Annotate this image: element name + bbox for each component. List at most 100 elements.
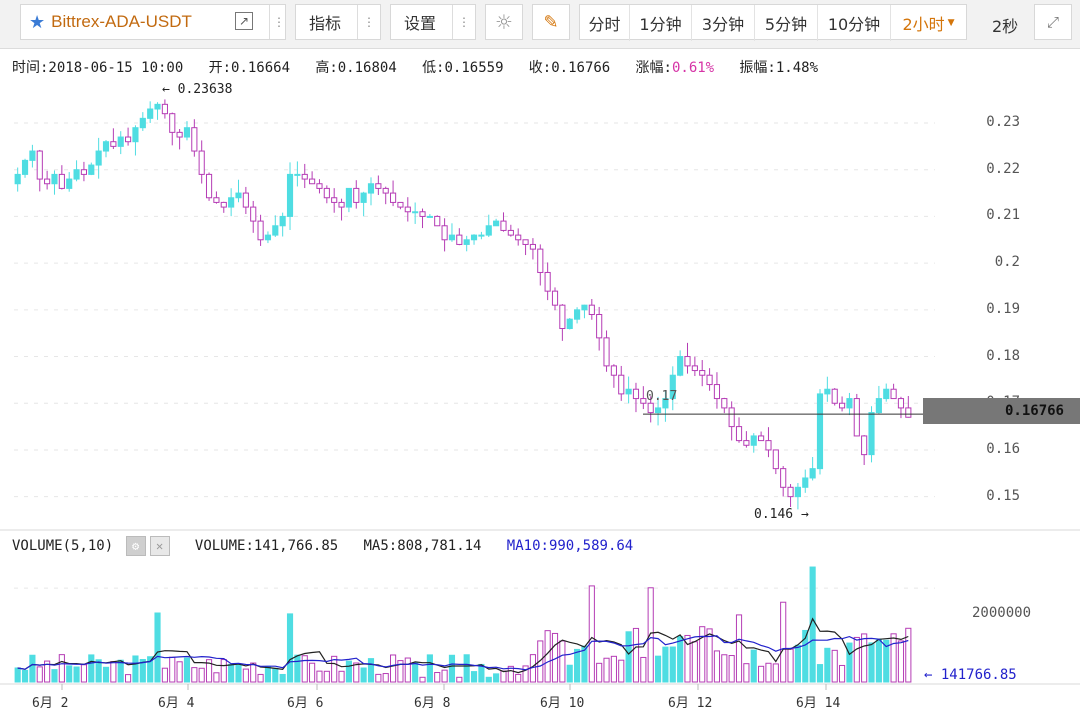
fullscreen-icon[interactable]: ⤢ [1034, 4, 1072, 40]
refresh-interval[interactable]: 2秒 [992, 17, 1019, 36]
gear-icon[interactable]: ⚙ [125, 536, 146, 556]
volume-bar [691, 641, 698, 683]
settings-label: 设置 [403, 14, 436, 33]
volume-bar [654, 655, 662, 683]
volume-bar [662, 646, 669, 683]
info-amplitude: 振幅:1.48% [739, 60, 818, 76]
volume-bar [21, 669, 29, 683]
candle-body [44, 178, 51, 185]
candle-body [522, 239, 529, 245]
settings-button[interactable]: 设置 ⋮ [390, 4, 476, 40]
volume-bar [890, 633, 897, 683]
volume-bar [14, 667, 21, 683]
candle-body [603, 337, 610, 367]
volume-bar [603, 657, 610, 683]
tab-fenshi[interactable]: 分时 [580, 5, 630, 41]
volume-bar [191, 667, 198, 683]
volume-bar [728, 655, 735, 683]
candle-body [831, 388, 838, 404]
candle-body [500, 220, 507, 231]
volume-bar [824, 647, 831, 683]
candle-body [647, 402, 654, 414]
tab-10min[interactable]: 10分钟 [818, 5, 891, 41]
volume-bar [610, 655, 617, 683]
volume-title: VOLUME(5,10) [12, 538, 114, 554]
candle-body [250, 206, 257, 222]
volume-bar [250, 662, 257, 683]
indicator-button[interactable]: 指标 ⋮ [295, 4, 381, 40]
volume-bar [699, 626, 706, 683]
volume-bar [669, 646, 676, 683]
volume-bar [780, 601, 787, 683]
info-close: 收:0.16766 [528, 60, 611, 76]
candle-body [684, 356, 691, 367]
volume-bar [478, 663, 485, 683]
candle-body [780, 468, 787, 488]
info-open: 开:0.16664 [208, 60, 291, 76]
candle-body [213, 197, 220, 203]
candle-body [183, 127, 191, 138]
tab-1min[interactable]: 1分钟 [630, 5, 692, 41]
volume-bar [419, 676, 426, 683]
info-change-value: 0.61% [671, 60, 715, 76]
close-icon[interactable]: ✕ [149, 536, 170, 556]
volume-bar [816, 664, 824, 683]
symbol-selector[interactable]: ★ Bittrex-ADA-USDT ↗ ⋮ [20, 4, 286, 40]
volume-bar [360, 667, 367, 683]
candle-body [559, 304, 566, 330]
volume-bar [559, 640, 566, 683]
volume-bar [110, 661, 117, 683]
volume-bar [228, 663, 235, 683]
current-volume-label: ← 141766.85 [924, 667, 1017, 683]
candle-body [794, 486, 801, 498]
volume-bar [632, 627, 640, 683]
volume-bar [117, 659, 124, 683]
candle-body [95, 150, 102, 166]
candle-body [21, 159, 29, 175]
candle-body [699, 370, 706, 376]
volume-bar [522, 665, 529, 683]
candle-body [485, 225, 492, 236]
candle-body [191, 127, 198, 152]
pencil-icon[interactable]: ✎ [532, 4, 570, 40]
volume-bar [80, 664, 88, 683]
candle-body [470, 234, 478, 241]
star-icon[interactable]: ★ [29, 11, 46, 33]
tab-5min[interactable]: 5分钟 [755, 5, 818, 41]
volume-bar [875, 638, 882, 683]
info-change-label: 涨幅: [635, 60, 672, 76]
current-price-label: 0.16766 [923, 398, 1080, 424]
candle-body [905, 407, 912, 418]
volume-bar [529, 654, 537, 683]
volume-bar [500, 670, 507, 683]
external-link-icon[interactable]: ↗ [235, 12, 253, 30]
volume-bar [846, 642, 853, 683]
candle-body [66, 178, 73, 189]
candle-body [875, 398, 882, 414]
candle-body [441, 225, 448, 241]
volume-bar [772, 663, 779, 683]
volume-bar [353, 662, 360, 683]
volume-bar [242, 668, 249, 683]
volume-bar [588, 585, 595, 683]
candle-body [286, 173, 294, 217]
volume-bar [412, 662, 419, 683]
volume-bar [640, 656, 647, 683]
more-dots-icon[interactable]: ⋮ [452, 5, 475, 39]
dropdown-arrow-icon: ▼ [947, 18, 955, 28]
time-tick-label: 6月 4 [158, 696, 195, 711]
tab-3min[interactable]: 3分钟 [692, 5, 755, 41]
volume-bar [169, 656, 176, 683]
candle-body [897, 398, 905, 409]
tab-2h[interactable]: 2小时 ▼ [891, 5, 966, 41]
more-dots-icon[interactable]: ⋮ [269, 5, 288, 39]
candle-body [515, 234, 522, 241]
candle-body [537, 248, 544, 273]
candle-body [721, 398, 728, 409]
more-dots-icon[interactable]: ⋮ [357, 5, 380, 39]
candle-body [868, 412, 875, 456]
candle-body [463, 239, 470, 245]
candle-body [147, 108, 154, 119]
sun-icon[interactable]: ☼ [485, 4, 523, 40]
